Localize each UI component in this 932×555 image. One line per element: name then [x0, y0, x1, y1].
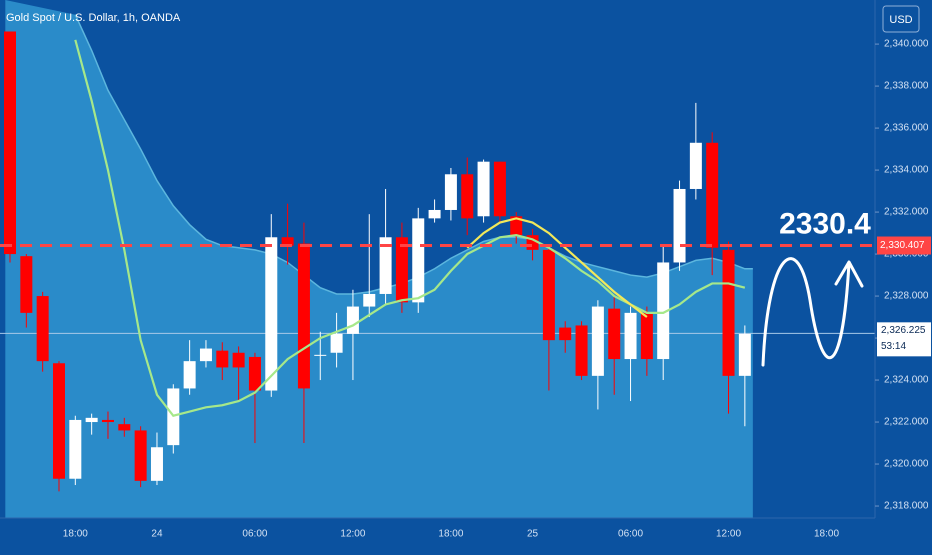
x-tick-label: 18:00 [814, 529, 839, 540]
candle-body [4, 31, 16, 255]
x-tick-label: 25 [527, 529, 539, 540]
candle-body [216, 350, 229, 368]
x-tick-label: 18:00 [438, 529, 463, 540]
candle-body [624, 312, 637, 360]
candle-body [183, 361, 196, 389]
candle-body [640, 312, 653, 360]
candle-body [608, 308, 621, 360]
y-tick-label: 2,334.000 [884, 165, 929, 176]
candle-body [232, 352, 245, 368]
candle-body [542, 249, 555, 341]
candle-body [722, 249, 735, 376]
candle-body [248, 356, 261, 391]
y-tick-label: 2,322.000 [884, 417, 929, 428]
band-area [5, 0, 753, 518]
y-tick-label: 2,336.000 [884, 123, 929, 134]
y-tick-label: 2,328.000 [884, 291, 929, 302]
currency-box[interactable] [882, 5, 920, 33]
x-tick-label: 06:00 [618, 529, 643, 540]
candle-body [265, 237, 278, 391]
x-tick-label: 06:00 [242, 529, 267, 540]
candle-body [689, 142, 702, 189]
candle-body [510, 216, 523, 236]
x-tick-label: 12:00 [716, 529, 741, 540]
candle-body [591, 306, 604, 376]
drawn-arrow [761, 257, 864, 367]
candle-body [150, 447, 163, 481]
candle-body [444, 174, 457, 210]
candle-body [363, 293, 376, 307]
candle-body [673, 188, 686, 263]
candle-body [412, 218, 425, 303]
candle-body [69, 419, 82, 479]
x-tick-label: 12:00 [340, 529, 365, 540]
chart-title: Gold Spot / U.S. Dollar, 1h, OANDA [6, 12, 181, 24]
candle-body [477, 161, 490, 217]
candle-body [575, 325, 588, 376]
candle-body [657, 262, 670, 360]
candle-body [346, 306, 359, 334]
y-tick-label: 2,320.000 [884, 459, 929, 470]
level-label: 2,330.407 [880, 240, 925, 251]
candle-body [706, 142, 719, 248]
candle-body [395, 237, 408, 303]
candle-body [493, 161, 506, 217]
candle-body [297, 243, 310, 389]
y-tick-label: 2,340.000 [884, 39, 929, 50]
candle-body [738, 333, 751, 376]
candle-body [52, 363, 65, 479]
last-price-box [877, 322, 931, 357]
candle-body [36, 296, 49, 362]
candle-body [101, 419, 114, 423]
y-tick-label: 2,324.000 [884, 375, 929, 386]
candle-body [314, 354, 327, 356]
candle-body [118, 424, 131, 431]
candle-body [199, 348, 212, 362]
candle-body [330, 333, 343, 353]
y-tick-label: 2,318.000 [884, 501, 929, 512]
candle-body [85, 417, 98, 423]
candle-body [559, 327, 572, 341]
x-tick-label: 18:00 [63, 529, 88, 540]
x-tick-label: 24 [151, 529, 163, 540]
y-tick-label: 2,338.000 [884, 81, 929, 92]
candle-body [428, 209, 441, 219]
currency[interactable]: USD [889, 14, 912, 26]
level-label-box [877, 236, 931, 255]
moving-average [466, 217, 648, 318]
last-price-label: 2,326.225 [881, 325, 926, 336]
candle-body [379, 237, 392, 294]
candle-body [134, 430, 147, 481]
annotation: 2330.4 [779, 207, 871, 240]
plot [0, 0, 875, 518]
countdown: 53:14 [881, 341, 906, 352]
candle-body [461, 174, 474, 219]
y-tick-label: 2,332.000 [884, 207, 929, 218]
candle-body [20, 256, 33, 313]
candle-body [281, 237, 294, 246]
